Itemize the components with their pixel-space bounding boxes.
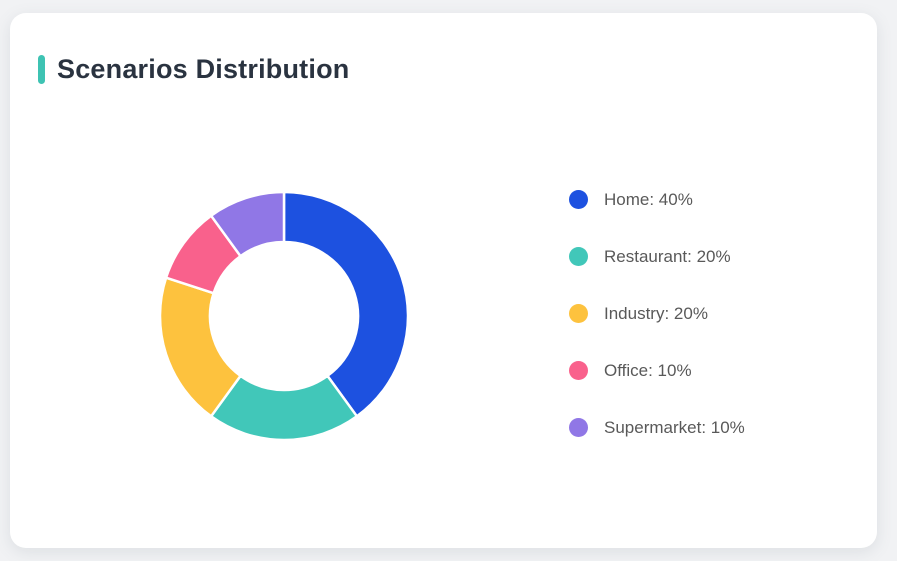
donut-chart — [158, 190, 410, 442]
title-accent-bar — [38, 55, 45, 84]
legend-label: Restaurant: 20% — [604, 247, 731, 266]
legend-item-home[interactable]: Home: 40% — [569, 171, 745, 228]
legend-dot — [569, 247, 588, 266]
scenarios-distribution-card: Scenarios Distribution Home: 40% Restaura… — [10, 13, 877, 548]
legend-dot — [569, 190, 588, 209]
legend-label: Office: 10% — [604, 361, 692, 380]
legend-item-supermarket[interactable]: Supermarket: 10% — [569, 399, 745, 456]
legend-item-industry[interactable]: Industry: 20% — [569, 285, 745, 342]
donut-slice-home[interactable] — [282, 190, 410, 418]
card-title: Scenarios Distribution — [57, 54, 350, 84]
donut-slice-supermarket[interactable] — [209, 190, 286, 258]
card-header: Scenarios Distribution — [38, 55, 349, 84]
legend-item-office[interactable]: Office: 10% — [569, 342, 745, 399]
legend-dot — [569, 418, 588, 437]
legend-item-restaurant[interactable]: Restaurant: 20% — [569, 228, 745, 285]
legend-dot — [569, 304, 588, 323]
donut-chart-container — [154, 186, 414, 446]
legend-dot — [569, 361, 588, 380]
chart-legend: Home: 40% Restaurant: 20% Industry: 20% Off… — [569, 171, 745, 456]
legend-label: Industry: 20% — [604, 304, 708, 323]
legend-label: Home: 40% — [604, 190, 693, 209]
legend-label: Supermarket: 10% — [604, 418, 745, 437]
